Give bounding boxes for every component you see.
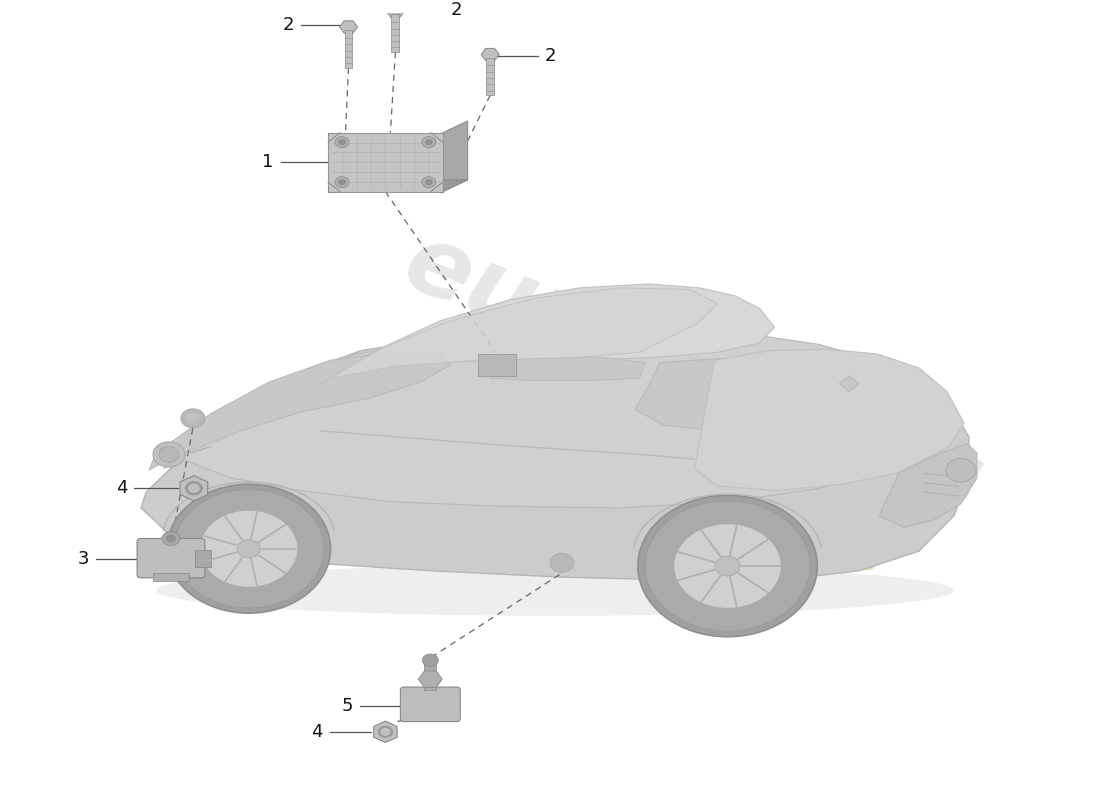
FancyBboxPatch shape [138, 538, 205, 578]
Bar [344, 30, 352, 68]
Polygon shape [694, 349, 964, 490]
Circle shape [166, 534, 176, 542]
Text: 3: 3 [78, 550, 89, 568]
Circle shape [336, 137, 349, 148]
Polygon shape [148, 352, 450, 470]
Text: 2: 2 [282, 17, 294, 34]
Text: eurospares: eurospares [390, 216, 996, 533]
Polygon shape [340, 21, 358, 33]
Circle shape [645, 501, 810, 631]
Circle shape [180, 409, 205, 428]
Polygon shape [491, 357, 645, 381]
Bar [153, 573, 189, 581]
Circle shape [715, 556, 740, 576]
Text: 4: 4 [116, 479, 128, 498]
Circle shape [421, 137, 436, 148]
Circle shape [673, 523, 781, 609]
Polygon shape [635, 358, 889, 434]
Circle shape [377, 726, 393, 738]
Polygon shape [316, 288, 717, 389]
Circle shape [200, 510, 298, 587]
Polygon shape [839, 376, 859, 391]
Circle shape [425, 139, 432, 146]
Circle shape [421, 177, 436, 188]
Ellipse shape [156, 565, 954, 616]
Circle shape [550, 554, 574, 572]
Bar [425, 663, 437, 690]
Polygon shape [176, 327, 949, 508]
Polygon shape [418, 671, 442, 687]
Text: a passion for parts since 1985: a passion for parts since 1985 [503, 406, 882, 579]
Polygon shape [180, 476, 208, 501]
Text: 2: 2 [544, 47, 557, 65]
FancyBboxPatch shape [400, 687, 460, 722]
Circle shape [422, 654, 438, 666]
Circle shape [185, 481, 202, 495]
Circle shape [425, 179, 432, 186]
Polygon shape [879, 443, 977, 527]
Circle shape [188, 483, 200, 493]
Circle shape [381, 728, 390, 736]
Polygon shape [443, 121, 468, 192]
Circle shape [153, 442, 185, 467]
Bar [478, 354, 516, 376]
Circle shape [186, 413, 200, 424]
Circle shape [174, 490, 324, 608]
Text: 1: 1 [262, 153, 274, 171]
Bar [392, 14, 399, 52]
Polygon shape [141, 331, 969, 580]
Text: 2: 2 [450, 1, 462, 18]
Polygon shape [328, 180, 468, 192]
Circle shape [338, 139, 346, 146]
Circle shape [160, 446, 179, 462]
Bar [328, 133, 443, 192]
Circle shape [638, 495, 817, 637]
Text: 5: 5 [342, 697, 353, 715]
Polygon shape [386, 5, 405, 18]
Bar [195, 550, 211, 567]
Circle shape [338, 179, 346, 186]
Polygon shape [481, 48, 499, 61]
Circle shape [946, 458, 976, 482]
Text: 4: 4 [311, 723, 322, 741]
Bar [486, 58, 494, 95]
Circle shape [167, 484, 331, 613]
Polygon shape [374, 721, 397, 742]
Circle shape [162, 531, 180, 546]
Polygon shape [300, 284, 774, 393]
Circle shape [336, 177, 349, 188]
Circle shape [238, 540, 261, 558]
